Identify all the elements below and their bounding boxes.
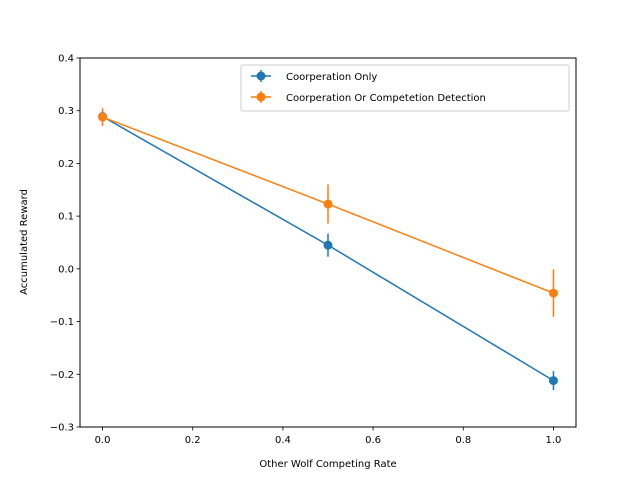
y-tick-label: −0.3 — [50, 423, 74, 434]
legend-label: Coorperation Or Competetion Detection — [286, 93, 486, 104]
x-ticks: 0.0 0.2 0.4 0.6 0.8 1.0 — [95, 427, 562, 446]
data-point — [323, 240, 333, 250]
series-2 — [98, 108, 558, 317]
x-tick-label: 0.6 — [365, 435, 381, 446]
series-1 — [98, 110, 558, 391]
legend-marker — [256, 71, 266, 81]
y-axis-label: Accumulated Reward — [19, 189, 30, 295]
data-point — [98, 112, 108, 122]
data-point — [548, 376, 558, 386]
y-ticks: −0.3 −0.2 −0.1 0.0 0.1 0.2 0.3 0.4 — [50, 54, 80, 434]
y-tick-label: 0.0 — [58, 264, 74, 275]
y-tick-label: 0.4 — [58, 54, 74, 65]
legend-label: Coorperation Only — [286, 72, 377, 83]
axes-layer — [79, 57, 577, 428]
x-tick-label: 0.8 — [455, 435, 471, 446]
y-tick-label: −0.2 — [50, 370, 74, 381]
legend-box — [240, 64, 570, 112]
series-layer — [98, 108, 558, 391]
y-tick-label: 0.2 — [58, 159, 74, 170]
legend: Coorperation Only Coorperation Or Compete… — [240, 64, 570, 112]
legend-items: Coorperation Only Coorperation Or Compete… — [251, 70, 486, 104]
y-tick-label: 0.3 — [58, 106, 74, 117]
y-tick-label: −0.1 — [50, 317, 74, 328]
data-point — [548, 288, 558, 298]
x-axis-label: Other Wolf Competing Rate — [259, 459, 396, 470]
data-point — [323, 199, 333, 209]
x-tick-label: 0.2 — [185, 435, 201, 446]
x-tick-label: 0.4 — [275, 435, 291, 446]
x-tick-label: 0.0 — [95, 435, 111, 446]
legend-marker — [256, 92, 266, 102]
plot-frame — [79, 57, 577, 428]
y-tick-label: 0.1 — [58, 212, 74, 223]
x-tick-label: 1.0 — [546, 435, 562, 446]
